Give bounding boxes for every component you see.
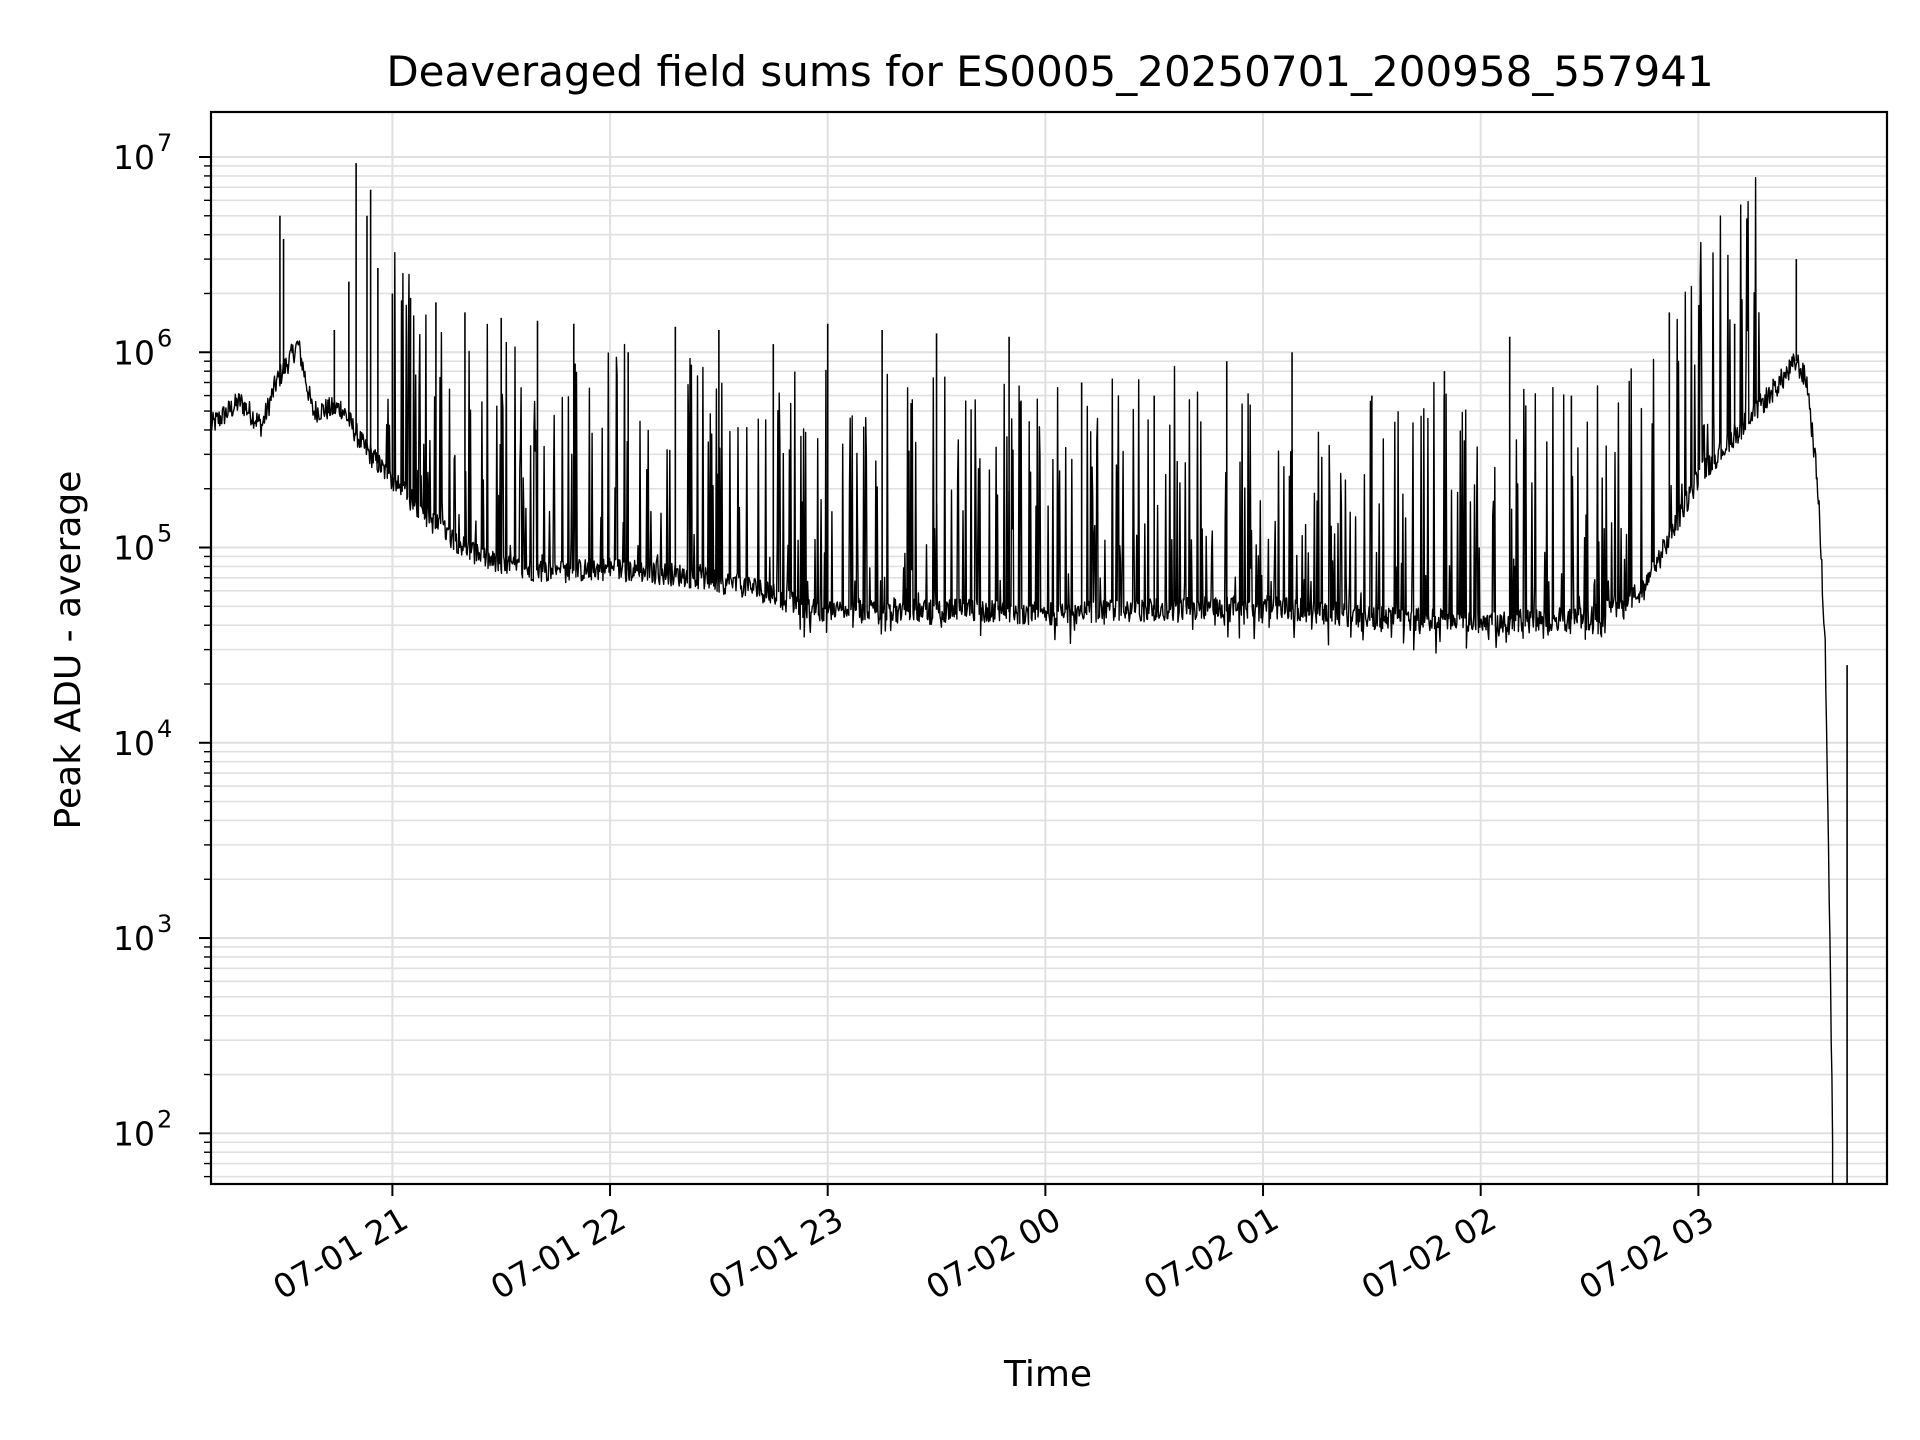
- y-tick-exponent: 6: [157, 324, 172, 352]
- y-tick-exponent: 3: [157, 910, 172, 938]
- y-tick-label: 10: [113, 1114, 155, 1153]
- chart-title: Deaveraged field sums for ES0005_2025070…: [386, 47, 1713, 96]
- y-tick-exponent: 5: [157, 520, 172, 548]
- plot-area-frame: [209, 110, 1889, 1186]
- y-tick-exponent: 7: [157, 129, 172, 157]
- y-tick-label: 10: [113, 724, 155, 763]
- y-tick-label: 10: [113, 529, 155, 568]
- series-line: [210, 176, 1834, 1184]
- y-tick-label: 10: [113, 333, 155, 372]
- grid-lines: [211, 112, 1887, 1184]
- y-axis-label: Peak ADU - average: [48, 471, 89, 830]
- y-tick-exponent: 2: [157, 1105, 172, 1133]
- x-axis-label: Time: [1003, 1354, 1092, 1395]
- data-series: [210, 163, 1848, 1184]
- y-tick-label: 10: [113, 919, 155, 958]
- y-tick-label: 10: [113, 138, 155, 177]
- y-tick-exponent: 4: [157, 715, 172, 743]
